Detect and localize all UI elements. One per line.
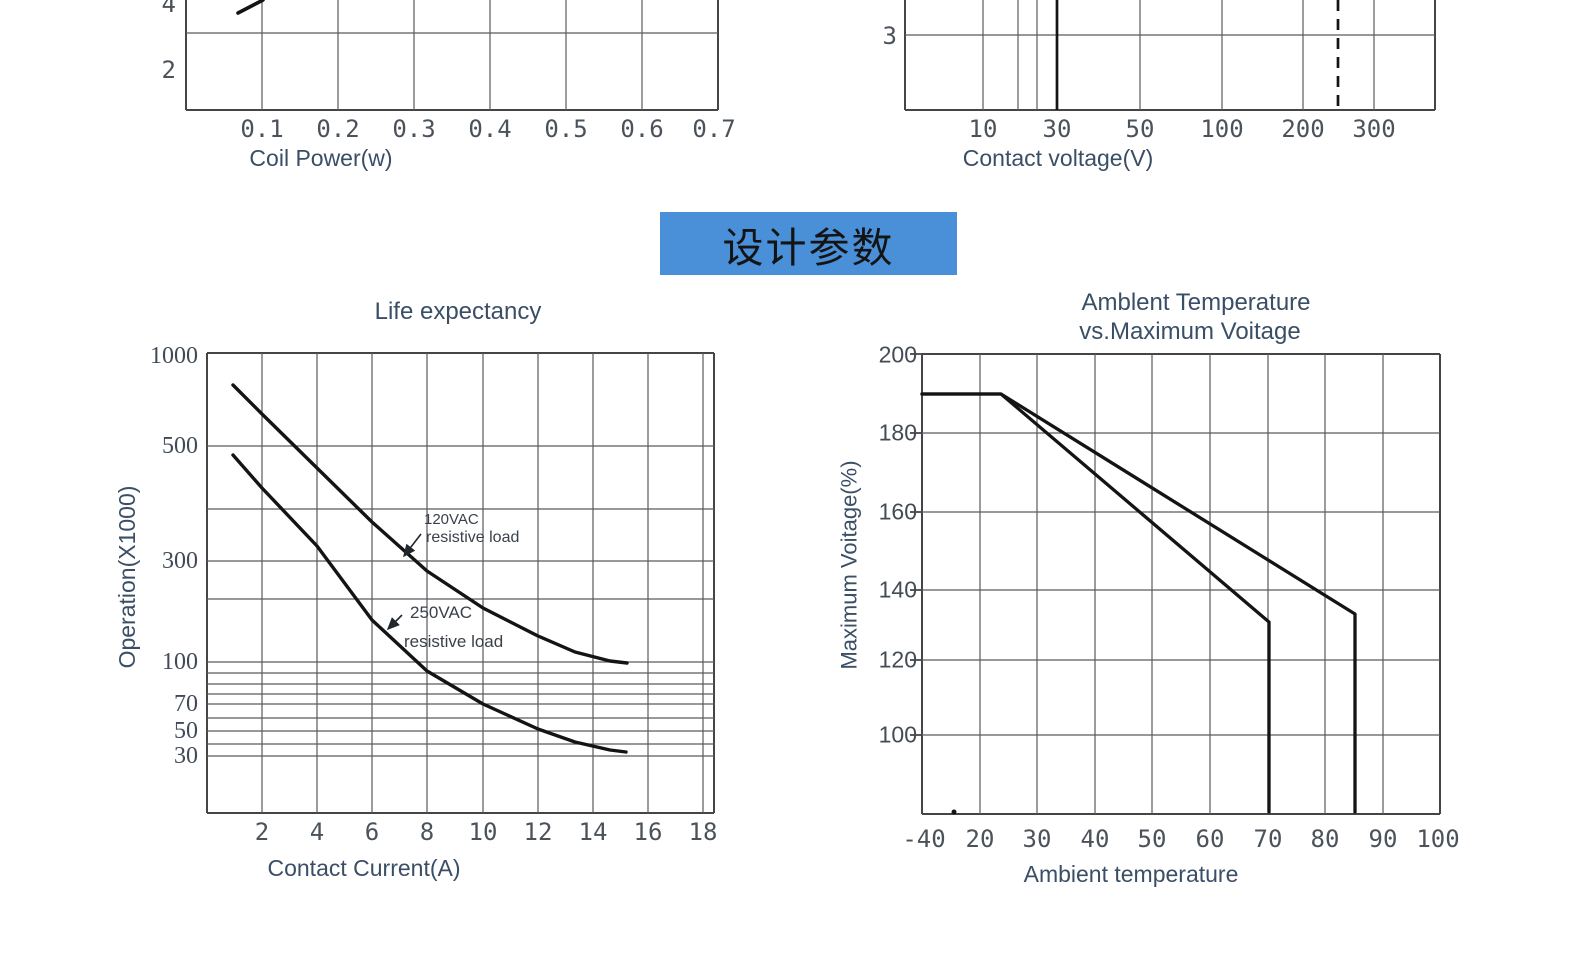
- ambient-temperature-y-tick-label: 180: [878, 419, 917, 446]
- life-expectancy-y-axis-title: Operation(X1000): [113, 485, 140, 669]
- life-expectancy-y-tick-label: 1000: [150, 343, 198, 369]
- ambient-temperature-x-tick-label: 60: [1195, 825, 1225, 853]
- life-expectancy-y-tick-label: 300: [162, 548, 198, 574]
- ambient-temperature-y-tick-label: 200: [878, 341, 917, 368]
- ambient-temperature-x-tick-label: -40: [902, 825, 946, 853]
- ambient-temperature-y-tick-label: 120: [878, 646, 917, 673]
- life-expectancy-y-tick-label: 100: [162, 649, 198, 675]
- ambient-temperature-curve: [920, 392, 1357, 814]
- life-expectancy-x-tick-label: 18: [688, 818, 718, 846]
- life-expectancy-y-tick-label: 500: [162, 433, 198, 459]
- life-expectancy-y-tick-label: 30: [174, 743, 198, 769]
- section-banner-label: 设计参数: [722, 224, 895, 271]
- coil-power-curve: [236, 0, 265, 15]
- contact-voltage-x-tick-label: 300: [1352, 115, 1396, 143]
- coil-power-x-tick-label: 0.5: [544, 115, 588, 143]
- contact-voltage-x-tick-label: 50: [1125, 115, 1155, 143]
- coil-power-x-axis-title: Coil Power(w): [249, 144, 393, 171]
- contact-voltage-y-tick-label: 3: [882, 22, 897, 50]
- annotation-120vac-line1: 120VAC: [424, 511, 479, 528]
- ambient-temperature-x-tick-label: 50: [1137, 825, 1167, 853]
- coil-power-x-tick-label: 0.7: [692, 115, 736, 143]
- coil-power-y-tick-label: 4: [161, 0, 176, 18]
- life-expectancy-y-tick-label: 70: [174, 691, 198, 717]
- ambient-temperature-x-tick-label: 80: [1310, 825, 1340, 853]
- contact-voltage-x-tick-label: 30: [1042, 115, 1072, 143]
- life-expectancy-title: Life expectancy: [374, 298, 542, 326]
- ambient-temperature-x-tick-label: 20: [965, 825, 995, 853]
- coil-power-x-tick-label: 0.4: [468, 115, 512, 143]
- coil-power-x-tick-label: 0.2: [316, 115, 360, 143]
- ambient-temperature-x-tick-label: 100: [1416, 825, 1460, 853]
- contact-voltage-x-axis-title: Contact voltage(V): [962, 144, 1154, 171]
- life-expectancy-x-tick-label: 6: [364, 818, 380, 846]
- coil-power-x-tick-label: 0.1: [240, 115, 284, 143]
- life-expectancy-curve: [231, 453, 628, 754]
- ambient-temperature-y-tick-label: 140: [878, 576, 917, 603]
- ambient-temperature-x-tick-label: 30: [1022, 825, 1052, 853]
- life-expectancy-x-axis-title: Contact Current(A): [267, 854, 461, 881]
- life-expectancy-x-tick-label: 2: [254, 818, 270, 846]
- contact-voltage-x-tick-label: 10: [968, 115, 998, 143]
- ambient-temperature-y-axis-title: Maximum Voitage(%): [836, 460, 862, 670]
- annotation-250vac-line1: 250VAC: [410, 603, 473, 622]
- coil-power-x-tick-label: 0.6: [620, 115, 664, 143]
- section-banner: 设计参数: [660, 212, 957, 275]
- ambient-temperature-y-tick-label: 100: [878, 721, 917, 748]
- ambient-temperature-x-tick-label: 40: [1080, 825, 1110, 853]
- contact-voltage-x-tick-label: 100: [1200, 115, 1244, 143]
- ambient-temperature-x-tick-label: 70: [1253, 825, 1283, 853]
- life-expectancy-x-tick-label: 14: [578, 818, 608, 846]
- life-expectancy-y-tick-label: 50: [174, 718, 198, 744]
- coil-power-y-tick-label: 2: [161, 56, 176, 84]
- ambient-temperature-title-line2: vs.Maximum Voitage: [1079, 318, 1301, 346]
- ambient-temperature-y-tick-label: 160: [878, 498, 917, 525]
- contact-voltage-x-tick-label: 200: [1281, 115, 1325, 143]
- coil-power-x-tick-label: 0.3: [392, 115, 436, 143]
- annotation-120vac-line2: resistive load: [426, 529, 520, 546]
- life-expectancy-x-tick-label: 10: [468, 818, 498, 846]
- annotation-250vac-line2: resistive load: [404, 632, 504, 651]
- life-expectancy-x-tick-label: 12: [523, 818, 553, 846]
- life-expectancy-x-tick-label: 8: [419, 818, 435, 846]
- life-expectancy-x-tick-label: 4: [309, 818, 325, 846]
- ambient-temperature-x-axis-title: Ambient temperature: [1023, 860, 1239, 887]
- life-expectancy-curve: [231, 383, 629, 665]
- life-expectancy-x-tick-label: 16: [633, 818, 663, 846]
- ambient-temperature-x-tick-label: 90: [1368, 825, 1398, 853]
- ambient-temperature-title-line1: Amblent Temperature: [1081, 289, 1311, 317]
